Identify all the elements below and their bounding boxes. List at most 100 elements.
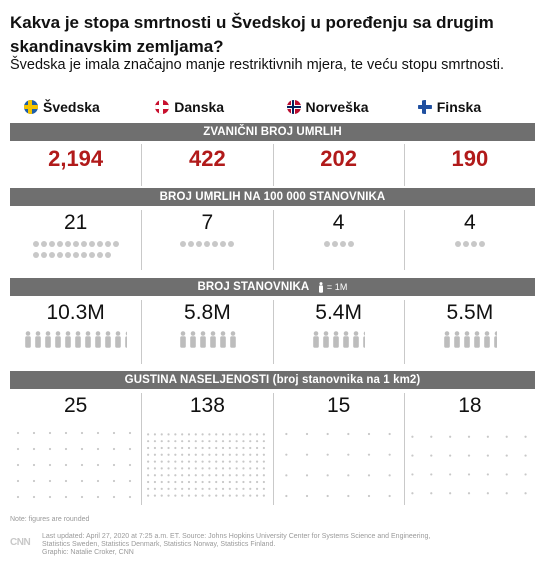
density-dot <box>305 494 308 498</box>
density-dot <box>160 433 164 436</box>
density-cell: 15 <box>272 393 404 505</box>
country-name: Finska <box>436 99 482 115</box>
density-dot <box>16 479 20 483</box>
density-dot <box>228 453 232 456</box>
death-dot <box>96 241 103 247</box>
density-dot <box>242 487 245 490</box>
density-dot <box>48 479 52 483</box>
death-dot <box>72 252 79 258</box>
deaths-cell: 190 <box>403 144 535 186</box>
density-dot <box>16 463 20 467</box>
density-dot <box>188 460 191 463</box>
death-dot <box>56 252 63 258</box>
deaths-value: 190 <box>451 146 489 171</box>
density-dot <box>235 446 238 450</box>
density-dot <box>188 474 191 477</box>
density-dot <box>263 453 266 456</box>
density-dot <box>48 495 52 499</box>
density-dot <box>235 433 238 436</box>
density-dot <box>263 446 266 450</box>
density-dot <box>147 467 150 470</box>
section-header-per100k: BROJ UMRLIH NA 100 000 STANOVNIKA <box>10 188 535 206</box>
person-icon <box>323 331 329 348</box>
density-dot <box>201 446 204 450</box>
density-dot <box>96 479 100 483</box>
density-value: 15 <box>326 394 351 417</box>
density-dot <box>256 494 259 497</box>
density-dot <box>188 453 191 456</box>
density-dot <box>235 453 238 456</box>
density-dot <box>505 454 508 457</box>
population-legend-text: = 1M <box>326 282 348 292</box>
death-dot <box>323 241 330 247</box>
density-dot <box>194 494 198 497</box>
density-dot <box>188 487 191 490</box>
density-dot <box>160 460 164 463</box>
people-icons <box>405 331 535 348</box>
density-dot <box>64 463 68 467</box>
density-dot <box>448 454 451 457</box>
density-dot <box>112 447 116 451</box>
density-dot <box>228 446 232 450</box>
density-dot <box>181 474 184 477</box>
density-dot <box>167 440 170 443</box>
person-icon <box>200 331 206 348</box>
density-dot <box>167 467 170 470</box>
source-credits: Last updated: April 27, 2020 at 7:25 a.m… <box>42 533 502 557</box>
density-dot <box>367 453 370 456</box>
deaths-value: 422 <box>189 146 226 171</box>
per100k-cell: 7 <box>141 210 272 270</box>
density-dot <box>201 440 204 443</box>
person-icon <box>210 331 216 348</box>
density-dot <box>228 467 232 470</box>
person-icon <box>180 331 186 348</box>
density-dot <box>429 435 433 438</box>
country-header-norway: Norveška <box>273 96 404 118</box>
section-header-density: GUSTINA NASELJENOSTI (broj stanovnika na… <box>10 371 535 389</box>
density-dot <box>467 454 470 457</box>
death-dot <box>462 241 469 247</box>
density-dot <box>367 494 370 498</box>
density-dot <box>201 480 204 484</box>
density-dot <box>160 487 164 490</box>
density-dot <box>228 480 232 484</box>
density-dot <box>305 432 308 436</box>
per100k-value: 4 <box>464 211 476 234</box>
density-dot <box>167 494 170 497</box>
density-dot <box>201 453 204 456</box>
density-dot <box>429 473 433 476</box>
people-icons <box>274 331 404 348</box>
death-dot <box>478 241 485 247</box>
density-dot <box>235 460 238 463</box>
section-header-deaths: ZVANIČNI BROJ UMRLIH <box>10 123 535 141</box>
density-dot <box>64 495 68 499</box>
density-dot <box>256 440 259 443</box>
density-dot <box>147 474 150 477</box>
density-dot <box>228 487 232 490</box>
density-dot <box>208 433 211 436</box>
density-dot <box>194 453 198 456</box>
density-dot <box>48 431 52 435</box>
density-dot <box>174 453 177 456</box>
density-dot <box>154 467 157 470</box>
density-dot <box>80 463 84 467</box>
density-dot <box>242 480 245 484</box>
person-icon <box>353 331 359 348</box>
density-dot <box>346 453 349 456</box>
density-dot <box>215 474 218 477</box>
person-icon <box>25 331 32 348</box>
density-dot <box>174 494 177 497</box>
density-dot <box>235 494 238 497</box>
death-dots <box>274 241 404 247</box>
population-value: 5.4M <box>315 301 362 324</box>
density-dot <box>215 440 218 443</box>
death-dots <box>405 241 535 247</box>
density-dot <box>284 453 287 456</box>
person-icon <box>125 331 127 348</box>
page-subtitle: Švedska je imala značajno manje restrikt… <box>10 57 505 73</box>
density-dot <box>181 433 184 436</box>
density-dot <box>112 463 116 467</box>
density-dot <box>215 460 218 463</box>
density-dot <box>167 460 170 463</box>
country-name: Norveška <box>305 99 369 115</box>
